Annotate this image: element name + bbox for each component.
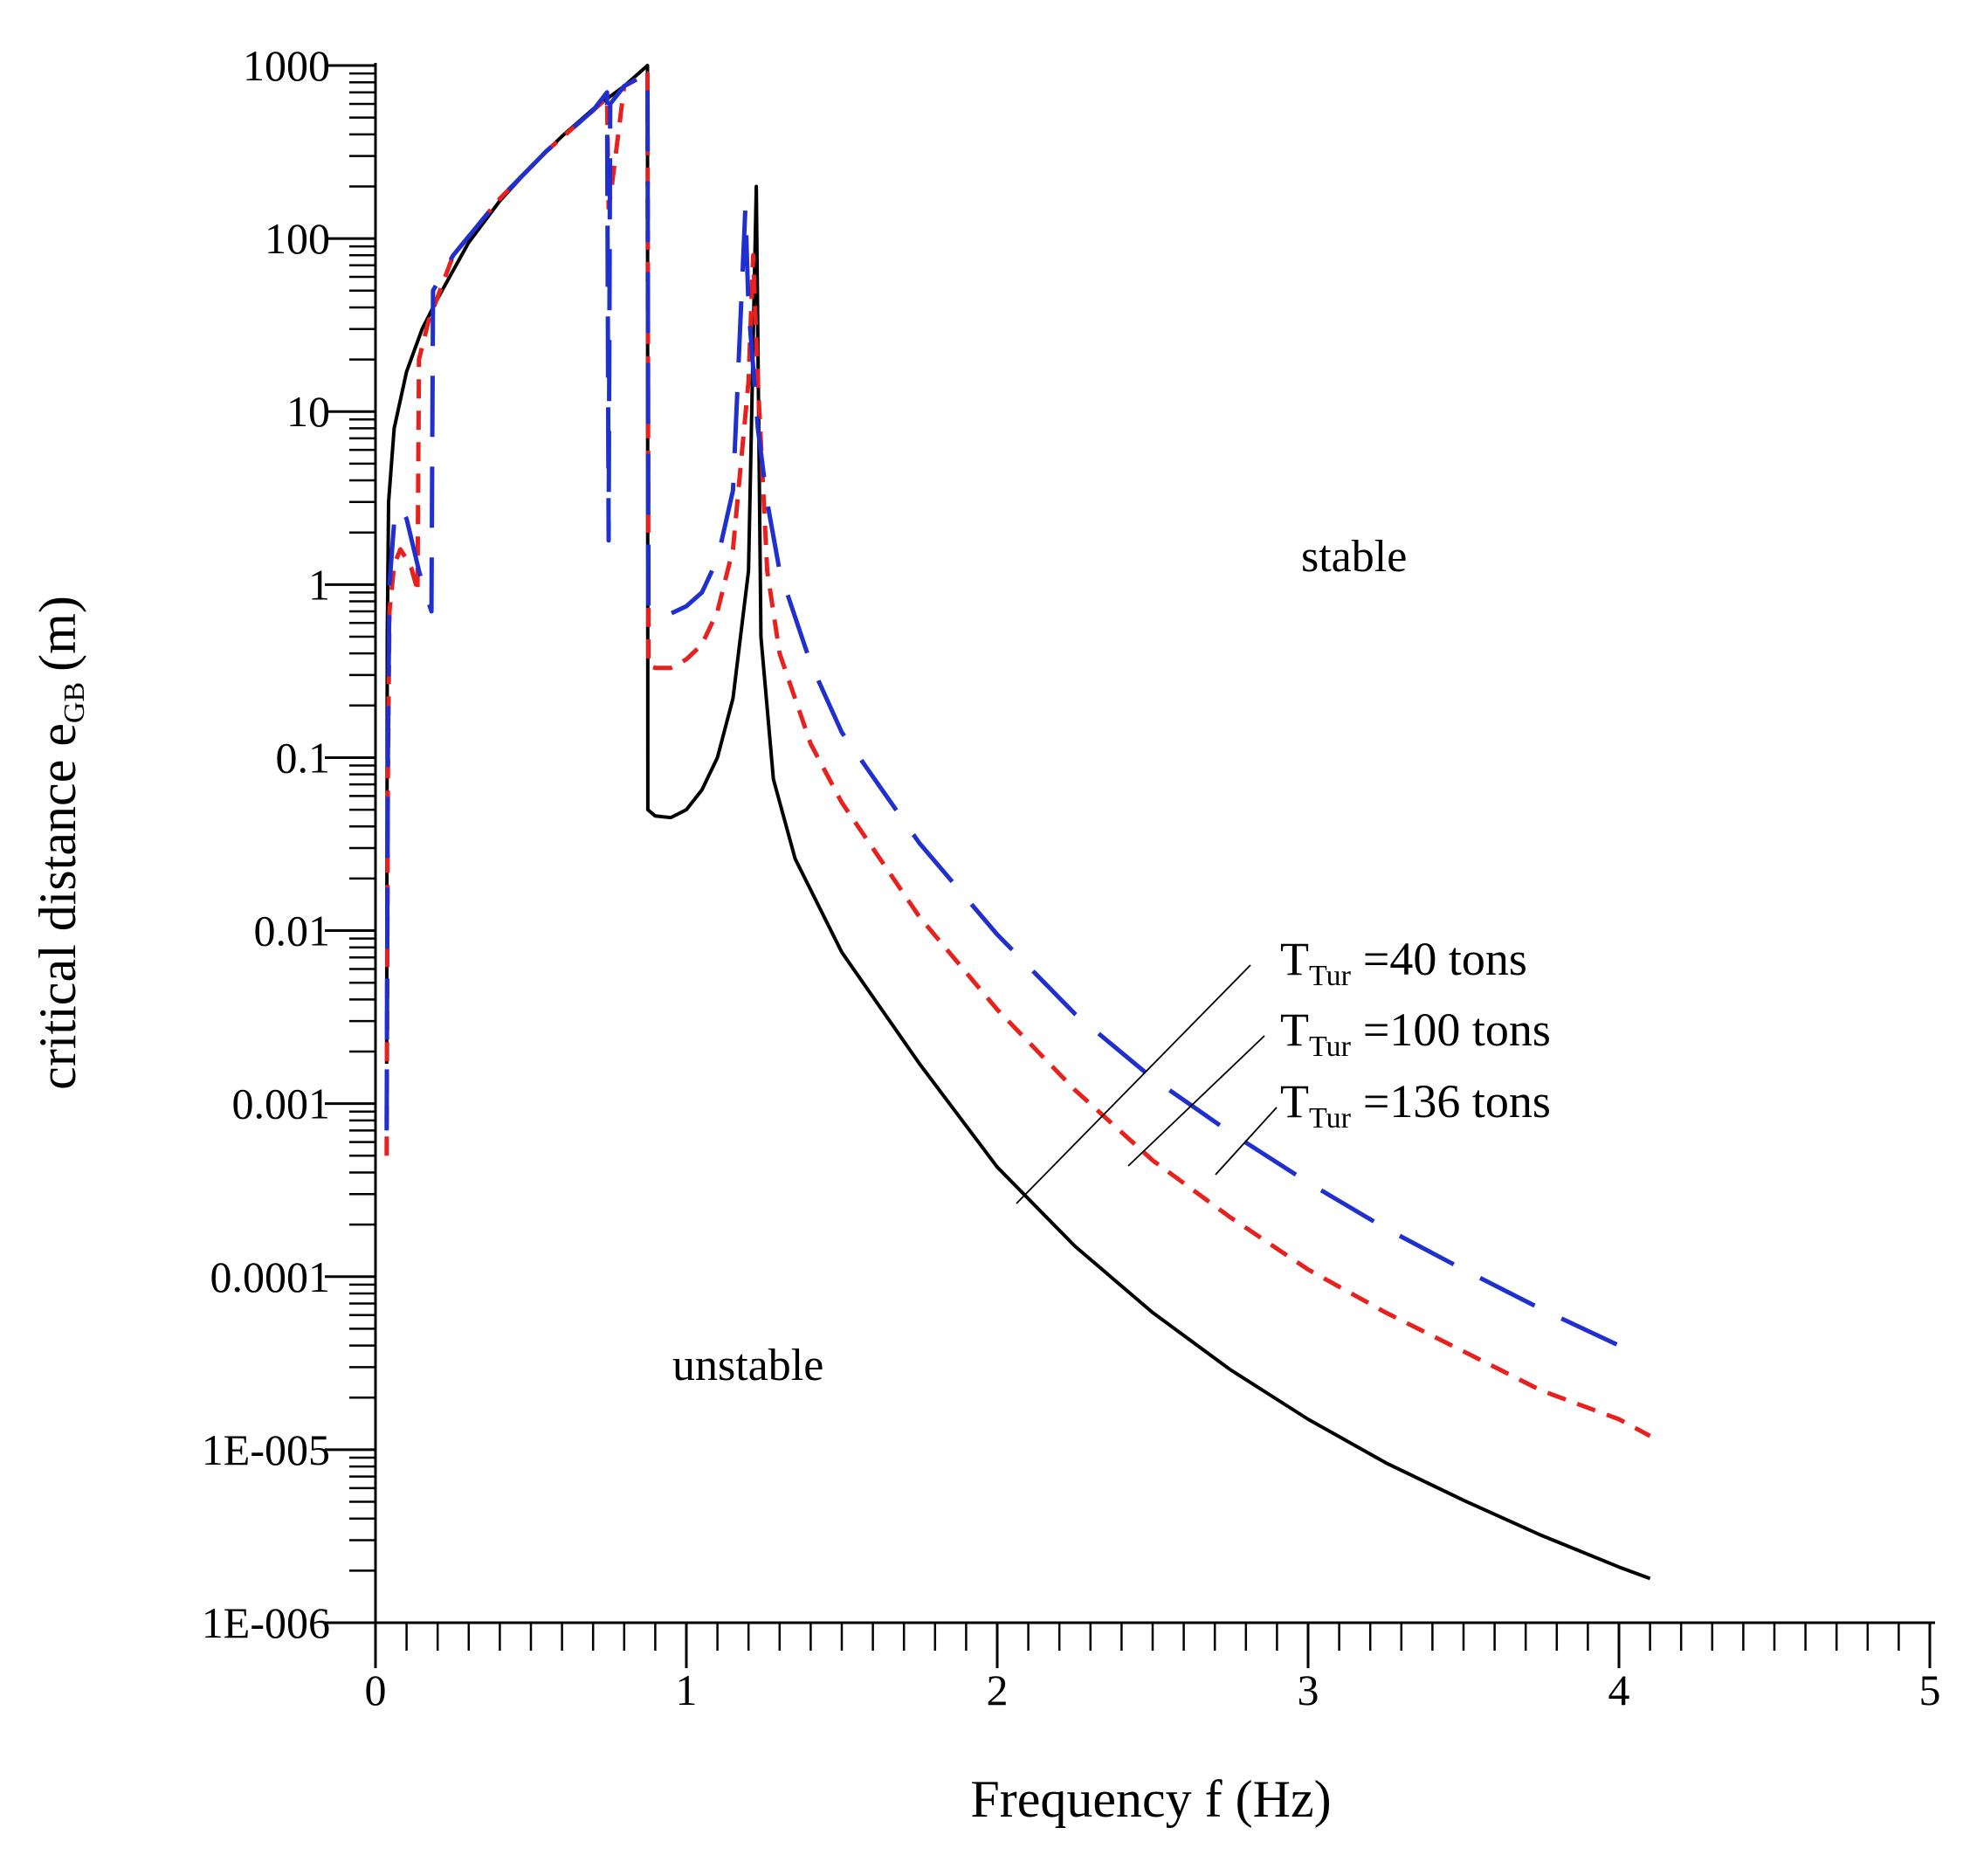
y-axis-title-main: critical distance e: [29, 723, 86, 1090]
x-tick-label: 2: [987, 1666, 1009, 1714]
y-tick-label: 0.001: [232, 1079, 331, 1128]
legend-prefix: T: [1280, 933, 1309, 985]
legend-prefix: T: [1280, 1004, 1309, 1056]
y-tick-label: 1: [308, 560, 330, 609]
y-tick-label: 100: [265, 214, 330, 263]
x-tick-label: 4: [1608, 1666, 1630, 1714]
y-tick-label: 1E-005: [202, 1425, 330, 1474]
unstable-label: unstable: [672, 1341, 823, 1390]
y-tick-label: 10: [286, 387, 330, 436]
series-layer: [384, 64, 1651, 1581]
legend-leader-100: [1127, 1035, 1265, 1167]
series-line-t-tur-40-tons: [384, 64, 1651, 1581]
y-tick-label: 0.01: [254, 907, 331, 955]
x-axis-ticks: [374, 1623, 1932, 1668]
legend-text: =40 tons: [1363, 933, 1527, 985]
stable-label: stable: [1301, 532, 1407, 582]
legend-item-40: TTur =40 tons: [1280, 933, 1527, 992]
x-axis-title: Frequency f (Hz): [970, 1770, 1331, 1828]
y-tick-label: 1000: [243, 41, 330, 90]
legend-sub: Tur: [1309, 1102, 1352, 1135]
y-axis-title-sub: GB: [59, 682, 91, 723]
legend: TTur =40 tons TTur =100 tons TTur =136 tons: [1016, 933, 1551, 1204]
legend-item-100: TTur =100 tons: [1280, 1004, 1551, 1063]
y-axis-ticks: [325, 64, 375, 1624]
x-tick-label: 0: [365, 1666, 387, 1714]
y-axis-title: critical distance eGB (m): [29, 596, 91, 1090]
legend-leader-136: [1215, 1107, 1278, 1176]
legend-text: =100 tons: [1363, 1004, 1551, 1056]
legend-sub: Tur: [1309, 960, 1352, 992]
legend-prefix: T: [1280, 1075, 1309, 1128]
x-tick-labels: 0 1 2 3 4 5: [365, 1666, 1941, 1714]
y-tick-label: 0.0001: [210, 1252, 331, 1301]
y-tick-label: 1E-006: [202, 1598, 330, 1647]
legend-leader-40: [1016, 964, 1251, 1204]
legend-text: =136 tons: [1363, 1075, 1551, 1128]
x-tick-label: 1: [676, 1666, 698, 1714]
y-tick-labels: 1E-006 1E-005 0.0001 0.001 0.01 0.1 1 10…: [202, 41, 330, 1647]
x-tick-label: 5: [1919, 1666, 1941, 1714]
y-tick-label: 0.1: [276, 733, 331, 782]
x-tick-label: 3: [1298, 1666, 1319, 1714]
legend-item-136: TTur =136 tons: [1280, 1075, 1551, 1135]
legend-sub: Tur: [1309, 1031, 1352, 1063]
series-line-t-tur-100-tons: [384, 71, 1651, 1438]
series-line-t-tur-136-tons: [384, 71, 1621, 1348]
y-axis-title-unit: (m): [29, 596, 86, 672]
